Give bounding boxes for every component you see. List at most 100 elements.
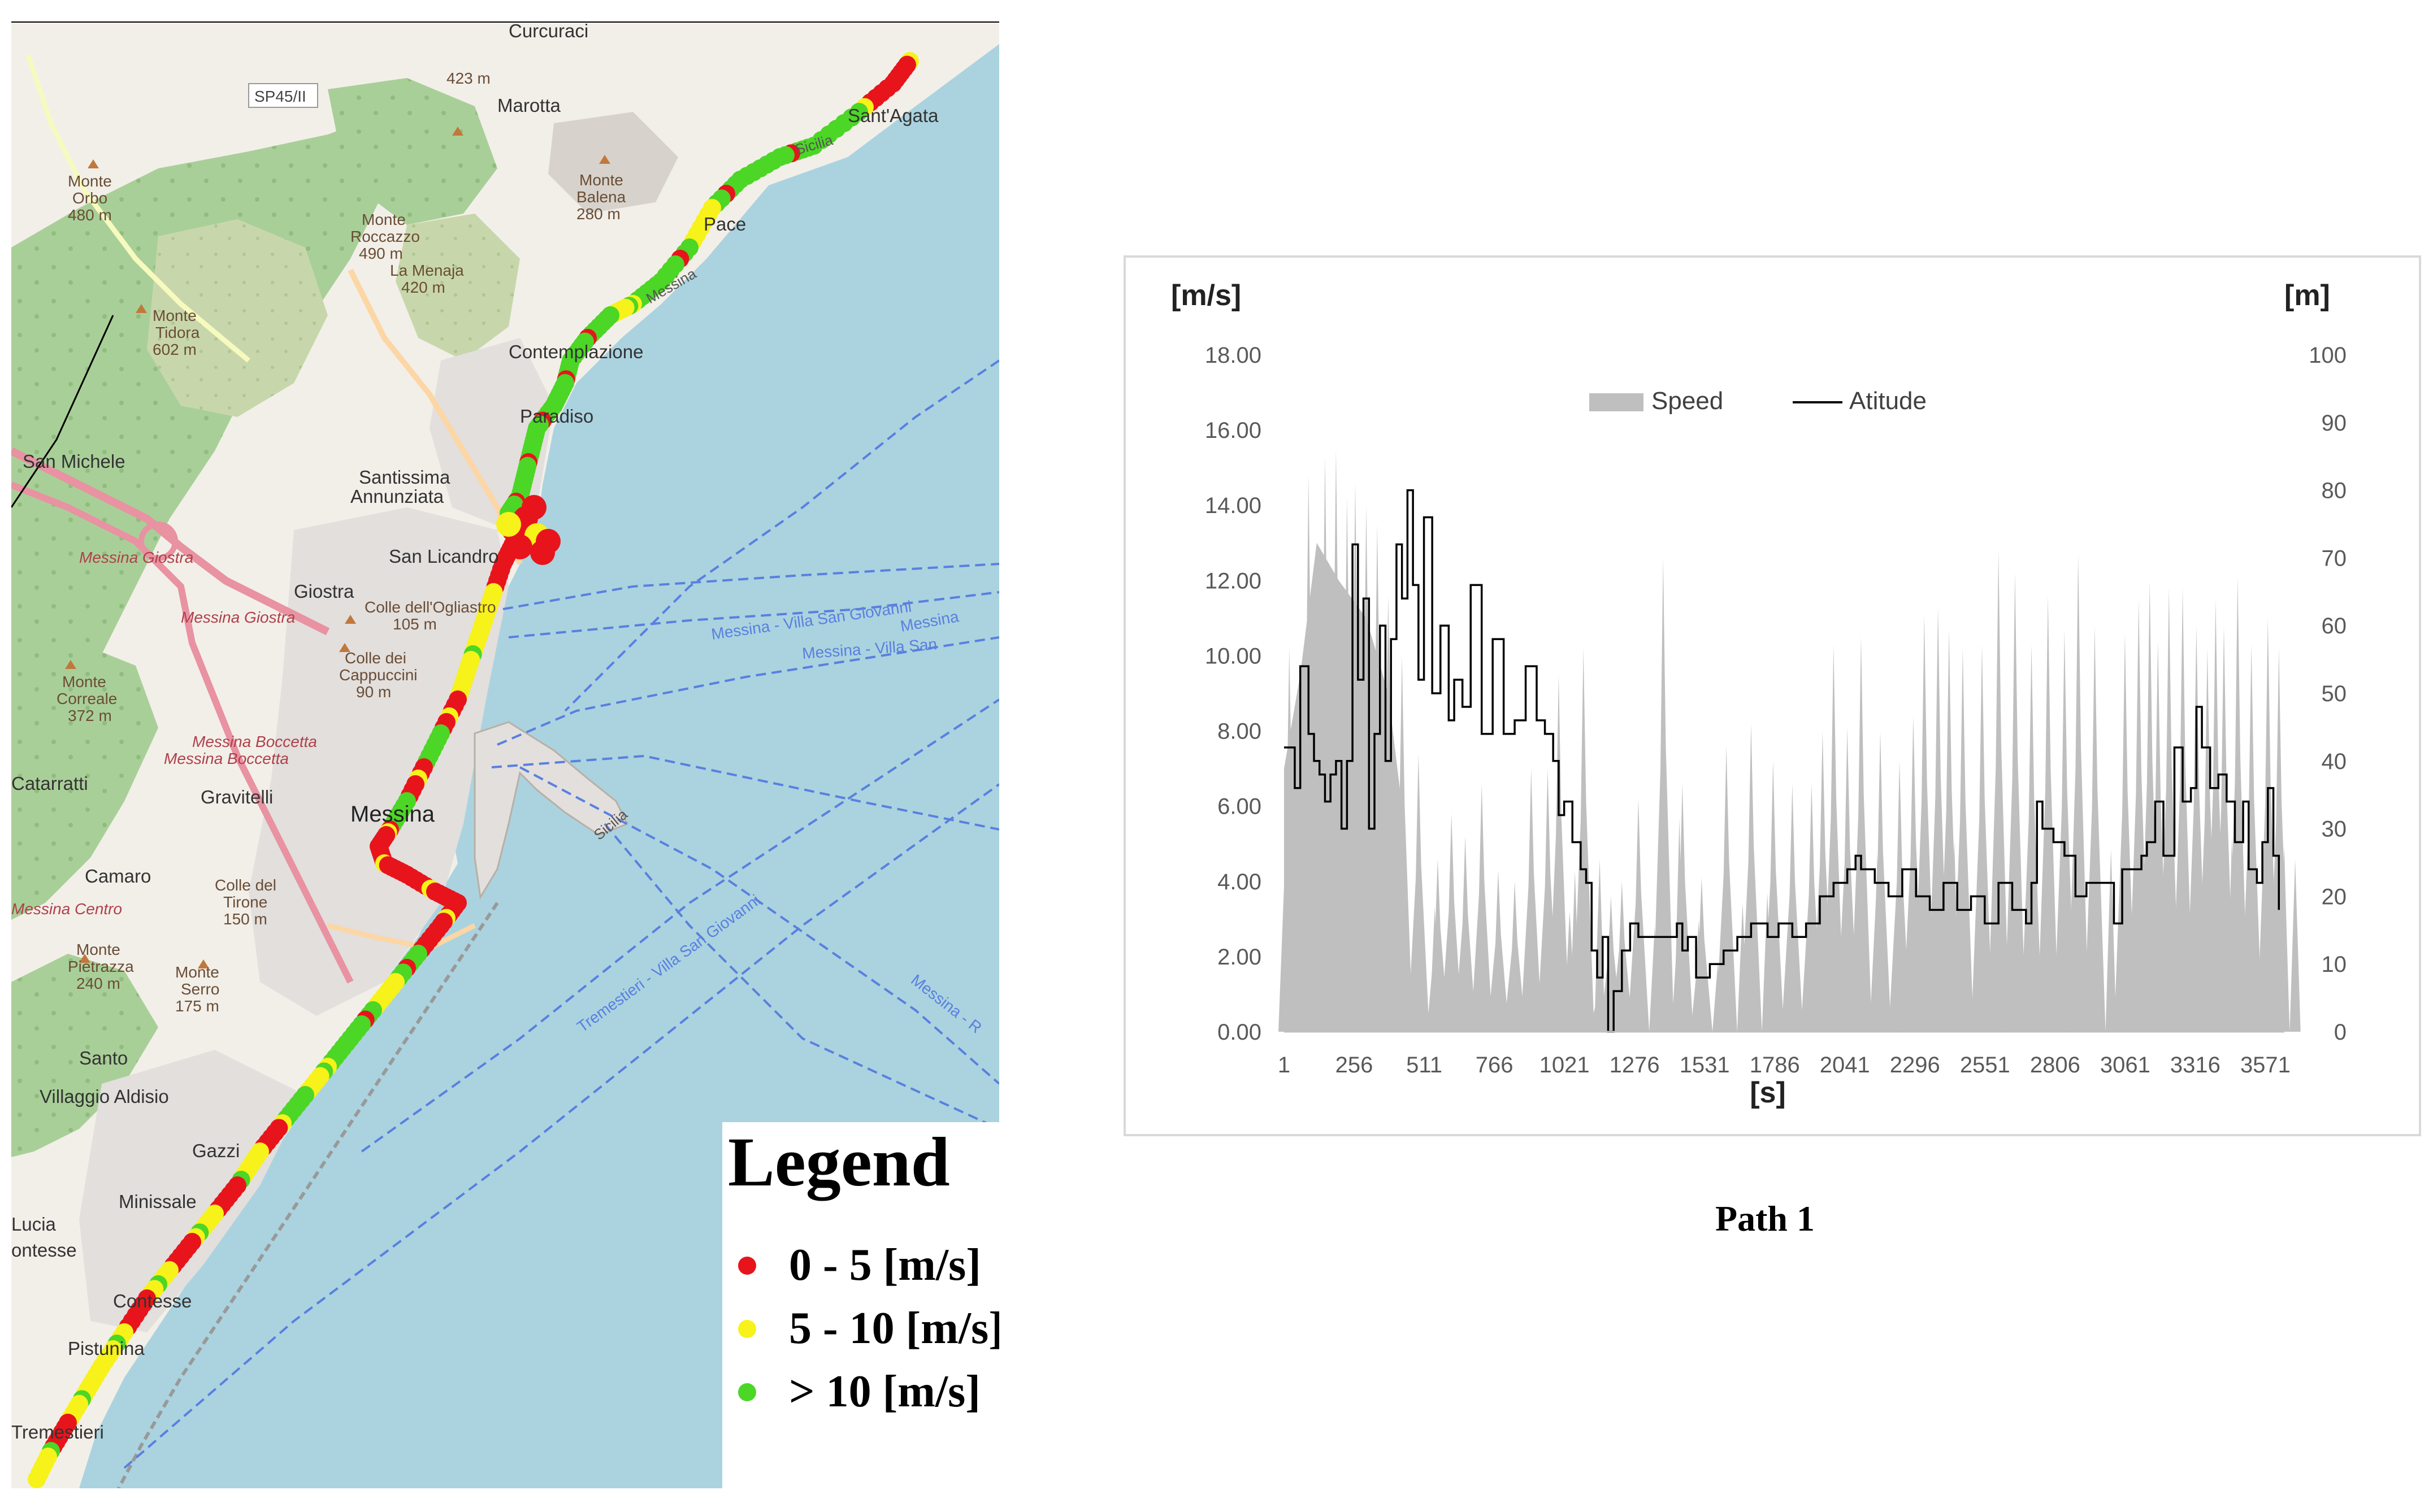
right-tick-label: 100 <box>2309 343 2347 368</box>
x-tick-label: 3571 <box>2240 1053 2291 1077</box>
map-label: Messina Boccetta <box>164 750 289 767</box>
map-label: Colle del <box>215 876 276 894</box>
speed-peak <box>1823 644 1845 1032</box>
left-tick-label: 0.00 <box>1217 1020 1261 1045</box>
right-tick-label: 50 <box>2322 681 2347 706</box>
map-label: Monte <box>362 211 406 228</box>
speed-peak <box>2004 573 2026 1032</box>
map-label: Messina Boccetta <box>192 733 317 750</box>
legend-label: 5 - 10 [m/s] <box>789 1304 999 1353</box>
legend-item-mid: 5 - 10 [m/s] <box>722 1303 999 1359</box>
map-label: Tremestieri - Villa San Giovanni <box>574 891 763 1036</box>
speed-peak <box>1913 614 1936 1032</box>
map-label: Cappuccini <box>339 666 418 684</box>
map-label: 602 m <box>153 341 197 358</box>
map-label: Minissale <box>119 1191 197 1212</box>
map-label: Tirone <box>223 893 267 911</box>
map-label: Pietrazza <box>68 958 134 975</box>
track-point <box>522 495 547 520</box>
peak-markers <box>65 127 610 968</box>
forest-area <box>11 954 158 1157</box>
legend-item-low: 0 - 5 [m/s] <box>722 1240 999 1296</box>
x-tick-label: 1786 <box>1750 1053 1800 1077</box>
altitude-legend-label: Atitude <box>1849 387 1927 415</box>
map-label: Contemplazione <box>509 341 643 362</box>
speed-peak <box>1690 877 1713 1032</box>
map-label: 490 m <box>359 245 403 262</box>
speed-peak <box>1850 637 1872 1032</box>
left-tick-label: 12.00 <box>1205 568 1261 593</box>
altitude-series <box>1284 489 2280 1033</box>
left-tick-label: 4.00 <box>1217 870 1261 894</box>
map-label: Tidora <box>155 324 200 341</box>
map-canvas: Curcuraci 423 m SP45/II Marotta Sant'Aga… <box>11 21 999 1488</box>
scrub-area <box>548 112 678 214</box>
right-tick-label: 0 <box>2334 1020 2347 1045</box>
ferry-routes <box>123 359 999 1469</box>
x-axis-ticks: 1 256 511 766 1021 1276 1531 1786 2041 2296 2551 28… <box>1278 1053 2291 1077</box>
speed-spike <box>2105 849 2117 1032</box>
speed-peak <box>2020 644 2042 1032</box>
map-label: Correale <box>57 690 117 707</box>
map-label: Colle dei <box>345 649 406 667</box>
left-axis-unit: [m/s] <box>1171 279 1241 312</box>
map-label: 420 m <box>401 279 445 296</box>
speed-peak <box>1652 558 1674 1032</box>
speed-peak <box>1671 783 1693 1032</box>
right-axis-ticks: 0 10 20 30 40 50 60 70 80 90 100 <box>2309 343 2347 1045</box>
speed-peak <box>1715 746 1737 1032</box>
speed-peak <box>1454 836 1476 1032</box>
map-label: 423 m <box>446 69 491 87</box>
map-label: Curcuraci <box>509 21 588 41</box>
map-label: Serro <box>181 980 219 998</box>
map-label: Paradiso <box>520 406 593 427</box>
x-tick-label: 511 <box>1406 1053 1442 1077</box>
map-legend: Legend 0 - 5 [m/s] 5 - 10 [m/s] > 10 [m/… <box>722 1122 999 1488</box>
left-tick-label: 16.00 <box>1205 418 1261 443</box>
map-label: Monte <box>76 941 120 958</box>
right-tick-label: 70 <box>2322 546 2347 571</box>
speed-legend-swatch <box>1589 393 1643 411</box>
right-tick-label: 90 <box>2322 411 2347 436</box>
x-tick-label: 2551 <box>1960 1053 2010 1077</box>
speed-peak <box>2268 648 2290 1032</box>
right-tick-label: 40 <box>2322 749 2347 774</box>
speed-peak <box>1627 798 1650 1032</box>
motorway <box>11 447 330 636</box>
x-tick-label: 2296 <box>1890 1053 1940 1077</box>
map-label: 280 m <box>576 205 621 223</box>
map-label: Gravitelli <box>201 787 273 807</box>
map-label: ontesse <box>11 1240 77 1261</box>
urban-area <box>79 1050 305 1332</box>
left-tick-label: 18.00 <box>1205 343 1261 368</box>
speed-peak <box>1938 629 1960 1032</box>
track-point <box>536 529 561 554</box>
speed-peak <box>2084 625 2106 1032</box>
map-label: Marotta <box>497 95 561 116</box>
left-axis-ticks: 0.00 2.00 4.00 6.00 8.00 10.00 12.00 14.00 16.00… <box>1205 343 1261 1045</box>
speed-peak <box>2114 633 2136 1032</box>
speed-peak <box>1740 723 1762 1032</box>
speed-peak <box>2158 588 2180 1032</box>
forest-area <box>11 643 158 920</box>
x-tick-label: 1276 <box>1610 1053 1660 1077</box>
chart-canvas: [m/s] [m] 0.00 2.00 4.00 6.00 8.00 10.00 12.00… <box>1171 279 2347 1109</box>
speed-peak <box>1762 761 1784 1032</box>
map-label: Balena <box>576 188 626 206</box>
map-label: Roccazzo <box>350 228 420 245</box>
speed-peak <box>2037 595 2059 1032</box>
track-point <box>508 535 532 559</box>
track-point <box>28 1470 46 1488</box>
map-label: Pistunina <box>68 1338 145 1359</box>
route-map[interactable]: Curcuraci 423 m SP45/II Marotta Sant'Aga… <box>11 21 999 1488</box>
map-label: Santissima <box>359 467 450 488</box>
map-label: Monte <box>153 307 197 324</box>
map-label: 90 m <box>356 683 391 701</box>
x-tick-label: 2806 <box>2030 1053 2080 1077</box>
speed-spike <box>1594 859 1606 1032</box>
map-label: Tremestieri <box>11 1422 104 1443</box>
map-label: San Licandro <box>389 546 498 567</box>
map-label: Lucia <box>11 1214 57 1235</box>
scrub-area <box>396 214 520 360</box>
speed-peak <box>1487 870 1510 1032</box>
